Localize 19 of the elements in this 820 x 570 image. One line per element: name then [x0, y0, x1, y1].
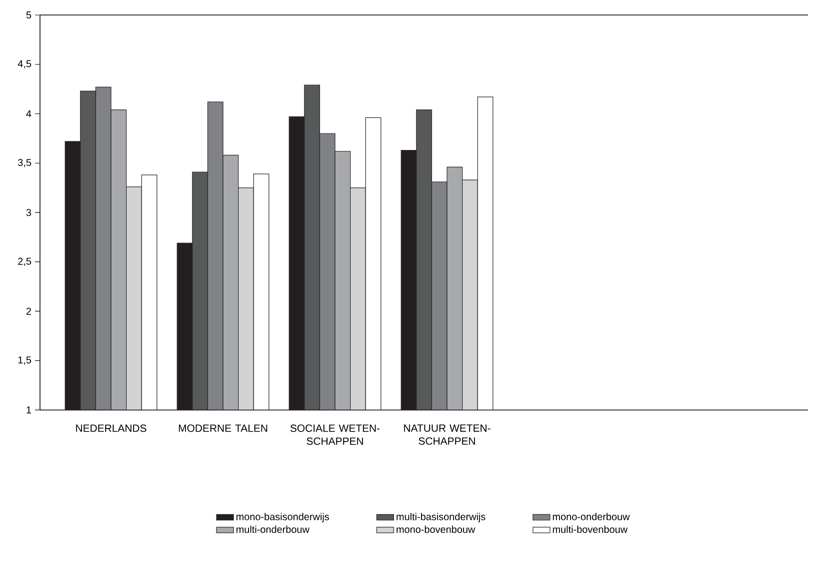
y-tick-label: 2: [26, 308, 31, 315]
y-tick-label: 1,5: [18, 356, 32, 365]
y-tick-label: 5: [26, 12, 32, 18]
y-tick-label: 1: [26, 406, 32, 414]
x-tick-label: NEDERLANDS: [76, 424, 146, 432]
y-tick-label: 3,5: [18, 159, 32, 168]
x-tick-label: NATUUR WETEN-SCHAPPEN: [404, 424, 490, 445]
legend-label: multi-bovenbouw: [552, 526, 628, 533]
x-tick-label: SOCIALE WETEN-SCHAPPEN: [290, 424, 380, 445]
legend-label: mono-basisonderwijs: [236, 512, 330, 522]
legend-label: multi-basisonderwijs: [396, 512, 486, 522]
y-tick-label: 3: [26, 208, 32, 216]
y-tick-label: 2,5: [18, 258, 32, 266]
x-tick-label: MODERNE TALEN: [178, 424, 268, 432]
legend-label: multi-onderbouw: [236, 526, 310, 533]
y-tick-label: 4: [26, 110, 32, 118]
legend-label: mono-onderbouw: [552, 512, 630, 520]
legend-label: mono-bovenbouw: [396, 526, 476, 533]
y-tick-label: 4,5: [18, 60, 32, 68]
